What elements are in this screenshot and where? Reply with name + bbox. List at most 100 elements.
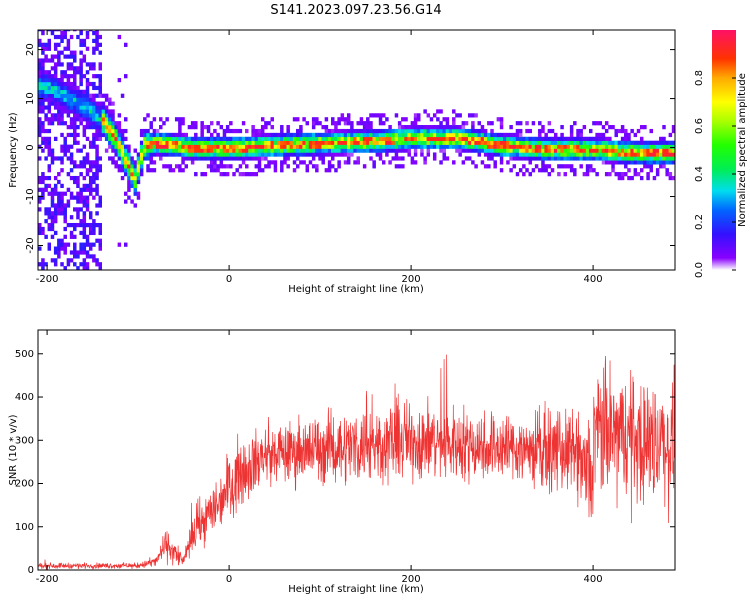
spectrogram-y-label: Frequency (Hz) (8, 112, 19, 188)
heat-cell (143, 140, 147, 145)
heat-cell (57, 191, 61, 196)
heat-cell (60, 168, 64, 173)
heat-cell (57, 156, 61, 161)
heat-cell (95, 203, 99, 208)
heat-cell (442, 132, 446, 138)
heat-cell (82, 144, 87, 149)
heat-cell (66, 46, 71, 51)
heat-cell (627, 148, 631, 153)
heat-cell (649, 156, 654, 161)
heat-cell (337, 117, 341, 122)
heat-cell (308, 144, 313, 149)
heat-cell (292, 152, 297, 157)
heat-cell (38, 132, 42, 138)
heat-cell (187, 148, 192, 153)
heat-cell (38, 230, 42, 236)
heat-cell (267, 132, 271, 138)
heat-cell (66, 97, 71, 102)
heat-cell (417, 132, 421, 138)
heat-cell (114, 140, 118, 145)
heat-cell (442, 152, 446, 157)
heat-cell (646, 152, 650, 157)
heat-cell (522, 136, 526, 141)
heat-cell (429, 132, 434, 138)
heat-cell (589, 164, 593, 169)
heat-cell (66, 258, 71, 263)
heat-cell (557, 152, 561, 157)
heat-cell (471, 128, 475, 134)
heat-cell (483, 148, 488, 153)
heat-cell (356, 128, 360, 134)
heat-cell (130, 156, 134, 161)
heat-cell (213, 160, 217, 165)
heat-cell (538, 144, 542, 149)
heat-cell (305, 164, 310, 169)
heat-cell (47, 128, 52, 134)
x-tick-label: 400 (584, 274, 603, 285)
heat-cell (369, 132, 373, 138)
heat-cell (614, 144, 618, 149)
heat-cell (413, 117, 418, 122)
heat-cell (480, 140, 485, 145)
heat-cell (286, 132, 290, 138)
heat-cell (280, 125, 284, 130)
heat-cell (120, 148, 125, 153)
heat-cell (292, 117, 297, 122)
heat-cell (203, 144, 208, 149)
heat-cell (44, 234, 48, 239)
heat-cell (260, 140, 265, 145)
heat-cell (490, 121, 494, 126)
heat-cell (245, 136, 249, 141)
heat-cell (401, 164, 405, 169)
heat-cell (356, 132, 360, 138)
heat-cell (53, 262, 58, 267)
heat-cell (534, 164, 539, 169)
heat-cell (251, 144, 255, 149)
heat-cell (385, 117, 389, 122)
heat-cell (79, 121, 83, 126)
heat-cell (477, 128, 482, 134)
heat-cell (531, 140, 536, 145)
heat-cell (73, 78, 77, 83)
heat-cell (76, 70, 80, 75)
heat-cell (413, 144, 418, 149)
heat-cell (624, 164, 628, 169)
heat-cell (407, 125, 411, 130)
heat-cell (241, 172, 246, 177)
heat-cell (213, 168, 217, 173)
x-tick-label: 200 (402, 274, 421, 285)
heat-cell (490, 128, 494, 134)
heat-cell (69, 230, 74, 236)
heat-cell (315, 164, 319, 169)
heat-cell (636, 152, 641, 157)
heat-cell (611, 144, 615, 149)
heat-cell (57, 246, 61, 251)
heat-cell (394, 136, 399, 141)
heat-cell (566, 136, 571, 141)
snr-series-line (38, 354, 675, 570)
heat-cell (245, 148, 249, 153)
heat-cell (136, 164, 141, 169)
heat-cell (604, 172, 609, 177)
heat-cell (343, 152, 348, 157)
heat-cell (85, 70, 90, 75)
heat-cell (66, 199, 71, 204)
heat-cell (152, 144, 157, 149)
heat-cell (442, 136, 446, 141)
heat-cell (101, 109, 106, 114)
heat-cell (222, 148, 227, 153)
heat-cell (264, 132, 268, 138)
heat-cell (38, 175, 42, 181)
heat-cell (63, 81, 67, 87)
heat-cell (283, 140, 287, 145)
heat-cell (63, 219, 67, 224)
heat-cell (123, 148, 128, 153)
heat-cell (143, 152, 147, 157)
heat-cell (589, 156, 593, 161)
heat-cell (111, 132, 115, 138)
heat-cell (659, 140, 663, 145)
heat-cell (397, 136, 402, 141)
heat-cell (343, 148, 348, 153)
heat-cell (378, 136, 383, 141)
